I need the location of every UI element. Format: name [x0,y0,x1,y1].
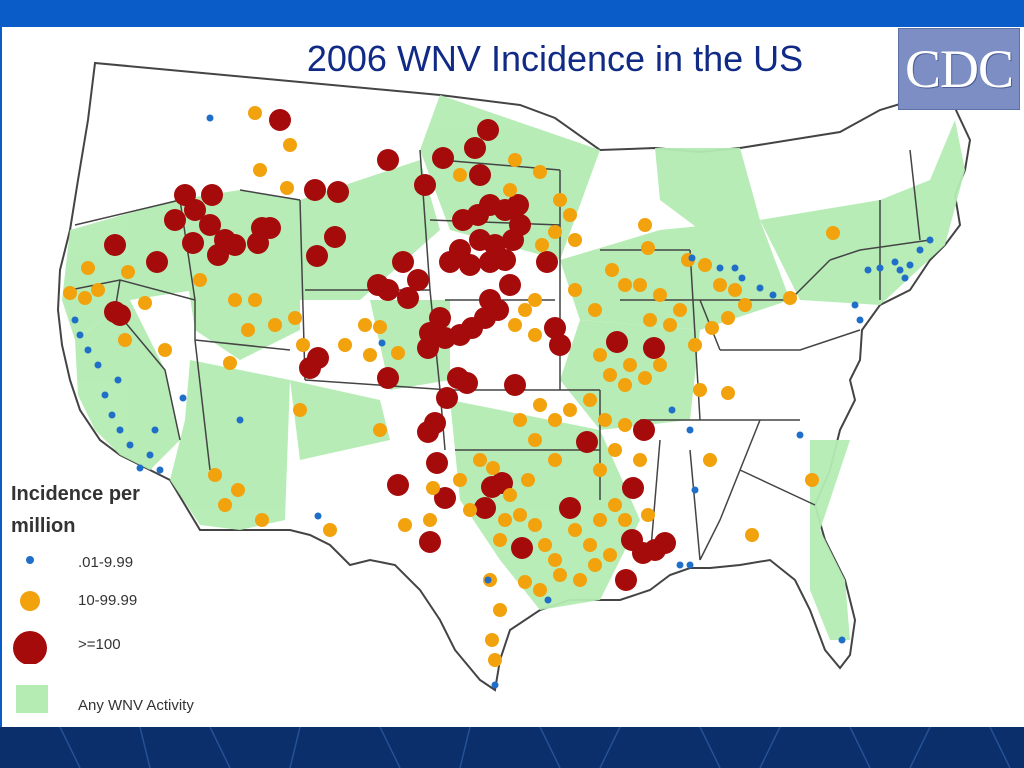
legend-label-high: >=100 [78,636,121,653]
legend-label-medium: 10-99.99 [78,592,138,609]
legend-label-activity: Any WNV Activity [78,697,194,714]
cdc-logo: CDC [898,28,1020,110]
top-bar [0,0,1024,27]
cdc-logo-text: CDC [904,39,1014,99]
legend-item-activity: Any WNV Activity [8,683,248,719]
legend: Incidence per million .01-9.99 10-99.99 … [8,478,248,723]
legend-item-high: >=100 [8,628,248,664]
small-dot-icon [26,556,34,564]
activity-regions [62,95,965,640]
page-title: 2006 WNV Incidence in the US [306,38,804,79]
legend-label-low: .01-9.99 [78,554,134,571]
legend-item-medium: 10-99.99 [8,584,248,620]
bottom-bar-pattern [59,727,1011,768]
large-dot-icon [13,631,47,664]
state-borders [69,149,931,561]
activity-square-icon [16,685,48,713]
us-map [56,61,972,692]
left-edge [0,27,2,727]
dots-low [71,114,934,689]
medium-dot-icon [20,591,40,611]
legend-title: Incidence per million [11,483,140,537]
dots-high [104,109,676,591]
legend-item-low: .01-9.99 [8,546,248,582]
dots-medium [63,106,840,667]
bottom-bar [0,727,1024,768]
